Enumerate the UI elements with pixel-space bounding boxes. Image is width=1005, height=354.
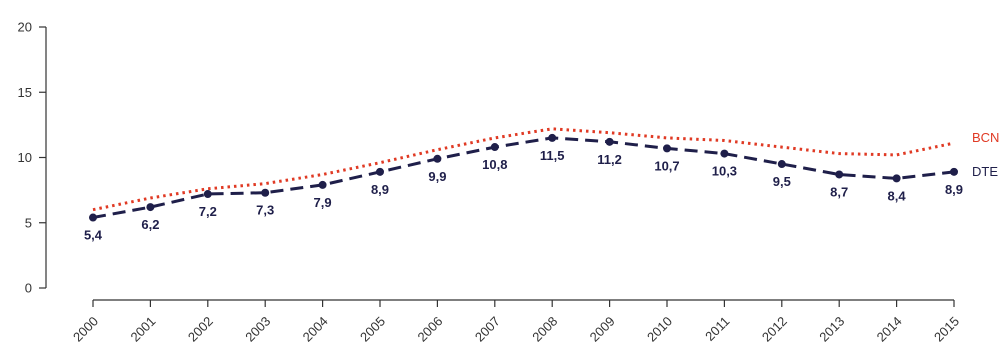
x-tick-label: 2004: [300, 314, 331, 345]
data-label: 7,9: [314, 195, 332, 210]
data-point: [663, 144, 671, 153]
x-tick-label: 2008: [529, 314, 560, 345]
data-point: [720, 149, 729, 158]
data-label: 5,4: [84, 228, 103, 243]
x-tick-label: 2007: [472, 314, 503, 345]
data-label: 10,7: [654, 158, 679, 173]
x-tick-label: 2009: [587, 314, 618, 345]
x-tick-label: 2011: [702, 314, 732, 344]
y-tick-label: 20: [18, 20, 32, 35]
x-tick-label: 2006: [414, 314, 445, 345]
y-tick-label: 15: [18, 85, 32, 100]
x-tick-label: 2010: [644, 314, 675, 345]
data-label: 8,7: [830, 184, 848, 199]
data-point: [376, 167, 384, 176]
data-point: [203, 190, 212, 199]
data-label: 10,8: [482, 157, 507, 172]
y-tick-label: 0: [25, 281, 32, 296]
series-label-bcn: BCN: [972, 130, 999, 145]
x-tick-label: 2001: [127, 314, 158, 345]
data-label: 8,4: [888, 188, 907, 203]
x-axis: 2000 2001 2002 2003 2004 2005 2006 2007 2008 2009…: [70, 299, 962, 345]
x-tick-label: 2012: [759, 314, 790, 345]
series-line-dte: [92, 136, 955, 219]
series-layer: [89, 127, 958, 222]
data-label: 11,5: [540, 148, 565, 163]
x-tick-label: 2014: [874, 314, 905, 345]
data-label: 11,2: [597, 152, 622, 167]
data-point: [433, 154, 442, 163]
data-point: [605, 137, 614, 146]
y-axis: 0 5 10 15 20: [18, 20, 47, 296]
y-tick-label: 5: [25, 215, 32, 230]
x-tick-label: 2002: [185, 314, 216, 345]
x-tick-label: 2000: [70, 314, 101, 345]
y-tick-label: 10: [18, 150, 32, 165]
data-point: [89, 213, 97, 222]
data-label: 9,9: [428, 169, 446, 184]
data-labels: BCN 5,4 6,2 7,2 7,3 7,9 8,9 9,9 10,8 11,5 11,2 10,7…: [84, 130, 999, 242]
x-tick-label: 2003: [242, 314, 273, 345]
data-label: 10,3: [712, 164, 737, 179]
x-tick-label: 2013: [816, 314, 847, 345]
data-point: [950, 167, 958, 176]
data-point: [548, 133, 557, 142]
data-label: 8,9: [945, 182, 963, 197]
data-label: 8,9: [371, 182, 389, 197]
data-point: [146, 203, 155, 212]
data-point: [318, 180, 327, 189]
series-label-dte: DTE: [972, 164, 998, 179]
data-point: [490, 143, 499, 152]
data-point: [835, 170, 844, 179]
data-label: 9,5: [773, 174, 791, 189]
data-point: [261, 188, 270, 197]
series-line-bcn: [92, 127, 955, 212]
data-label: 6,2: [141, 217, 159, 232]
data-point: [777, 160, 786, 169]
x-tick-label: 2015: [931, 314, 962, 345]
data-label: 7,2: [199, 204, 217, 219]
x-tick-label: 2005: [357, 314, 388, 345]
data-label: 7,3: [256, 203, 274, 218]
data-point: [892, 174, 901, 183]
